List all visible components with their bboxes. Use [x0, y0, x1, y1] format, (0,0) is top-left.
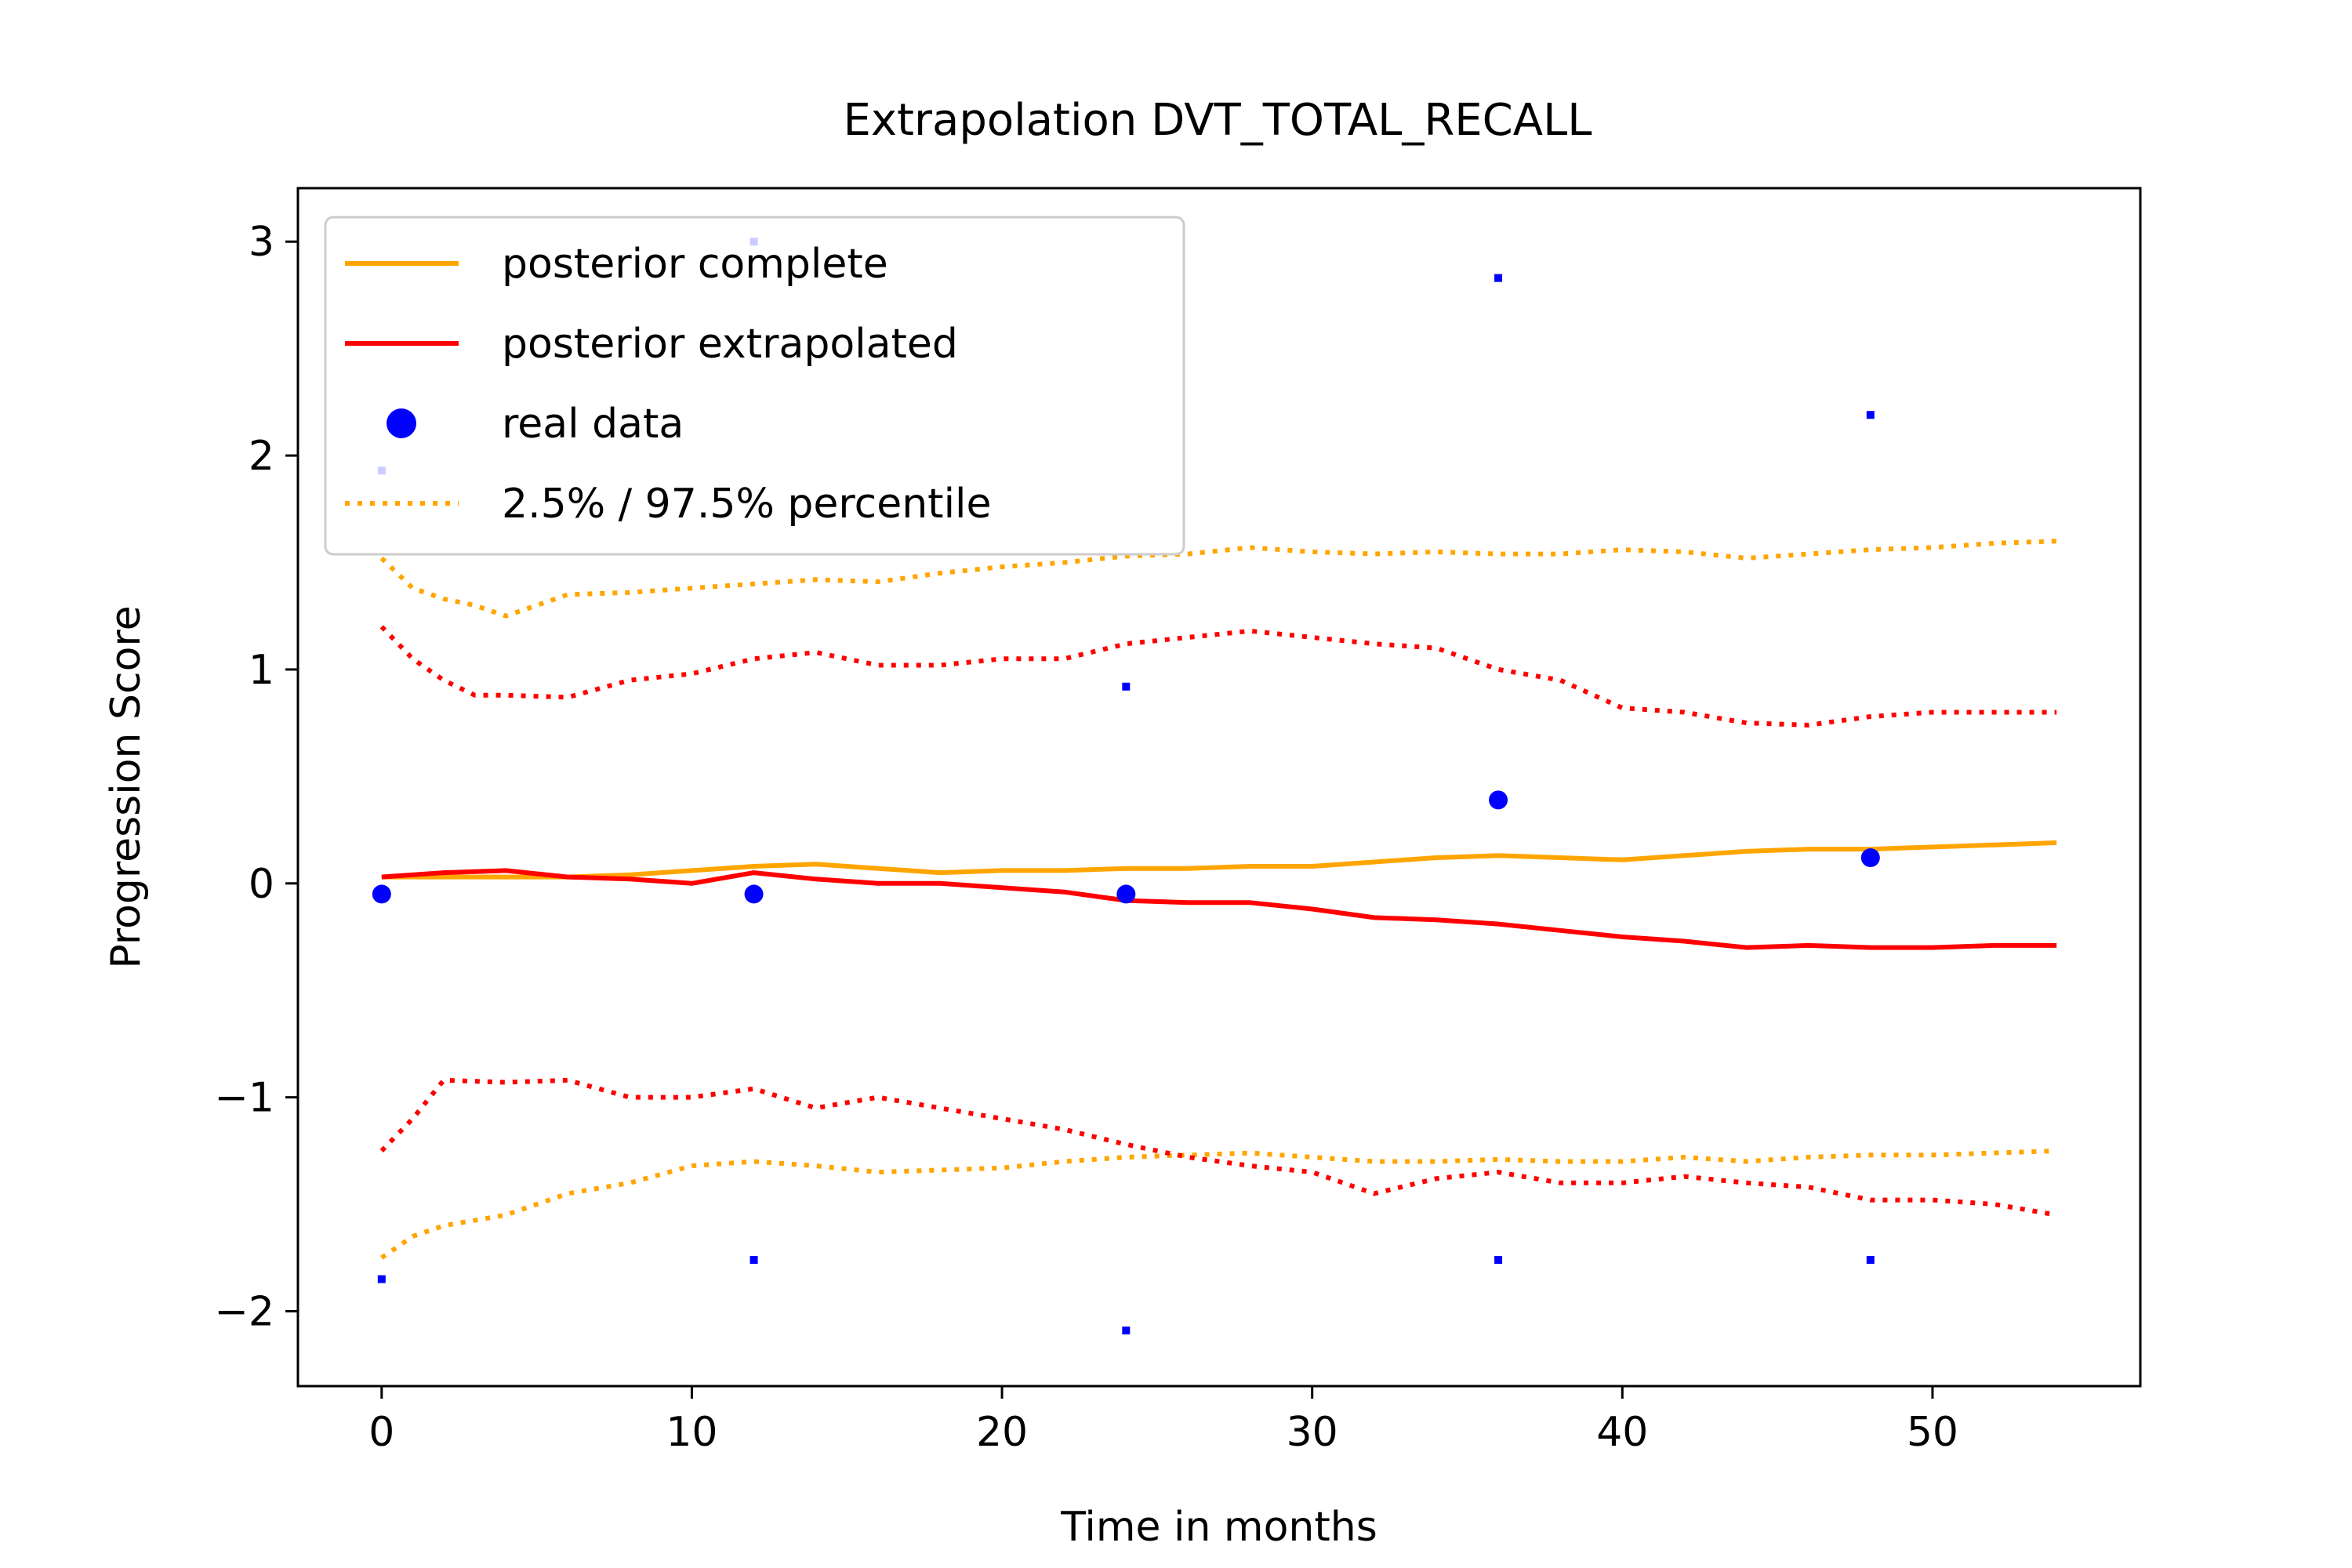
legend-label-posterior-extrapolated: posterior extrapolated	[502, 321, 958, 368]
percentile-marker	[1122, 682, 1131, 691]
percentile-marker	[377, 1275, 386, 1283]
axes-frame	[296, 187, 2142, 1388]
real-data-point	[1860, 848, 1880, 868]
x-tick-label: 20	[976, 1409, 1028, 1456]
legend-label-percentile: 2.5% / 97.5% percentile	[502, 481, 991, 528]
legend-label-real-data: real data	[502, 401, 684, 448]
points-layer	[372, 238, 1880, 1335]
series-line-complete-97-5-percentile	[379, 539, 2057, 619]
x-tick-label: 30	[1287, 1409, 1338, 1456]
y-tick-label: −1	[214, 1075, 274, 1122]
percentile-marker	[1866, 1256, 1875, 1265]
y-tick-label: 1	[249, 647, 274, 694]
percentile-marker	[750, 1256, 758, 1265]
y-tick-label: 2	[249, 433, 274, 480]
y-axis: −2 −1 0 1 2 3	[214, 219, 298, 1336]
chart-title: Extrapolation DVT_TOTAL_RECALL	[844, 95, 1592, 146]
percentile-marker	[1494, 1256, 1503, 1265]
series-line-extrapolated-97-5-percentile	[379, 625, 2057, 728]
real-data-point	[1489, 790, 1508, 810]
legend-label-posterior-complete: posterior complete	[502, 241, 888, 288]
y-axis-label: Progression Score	[103, 605, 150, 968]
real-data-point	[1116, 884, 1136, 904]
legend-box	[324, 216, 1185, 556]
series-line-posterior-extrapolated	[381, 868, 2057, 950]
plot-area	[372, 238, 2057, 1335]
legend-swatch-real-data	[387, 408, 416, 438]
x-tick-label: 0	[368, 1409, 394, 1456]
x-axis: 0 10 20 30 40 50	[368, 1386, 1958, 1456]
real-data-point	[744, 884, 764, 904]
legend: posterior complete posterior extrapolate…	[324, 216, 1185, 556]
x-tick-label: 40	[1596, 1409, 1648, 1456]
x-tick-label: 50	[1907, 1409, 1958, 1456]
x-axis-label: Time in months	[1060, 1504, 1377, 1551]
x-tick-label: 10	[666, 1409, 717, 1456]
y-tick-label: 3	[249, 219, 274, 266]
percentile-marker	[1122, 1327, 1131, 1335]
percentile-marker	[1866, 411, 1875, 419]
real-data-point	[372, 884, 391, 904]
series-line-complete-2-5-percentile	[380, 1148, 2057, 1260]
y-tick-label: 0	[249, 861, 274, 908]
y-tick-label: −2	[214, 1289, 274, 1336]
percentile-marker	[1494, 274, 1503, 282]
series-line-posterior-complete	[381, 840, 2057, 880]
series-layer	[379, 539, 2057, 1260]
